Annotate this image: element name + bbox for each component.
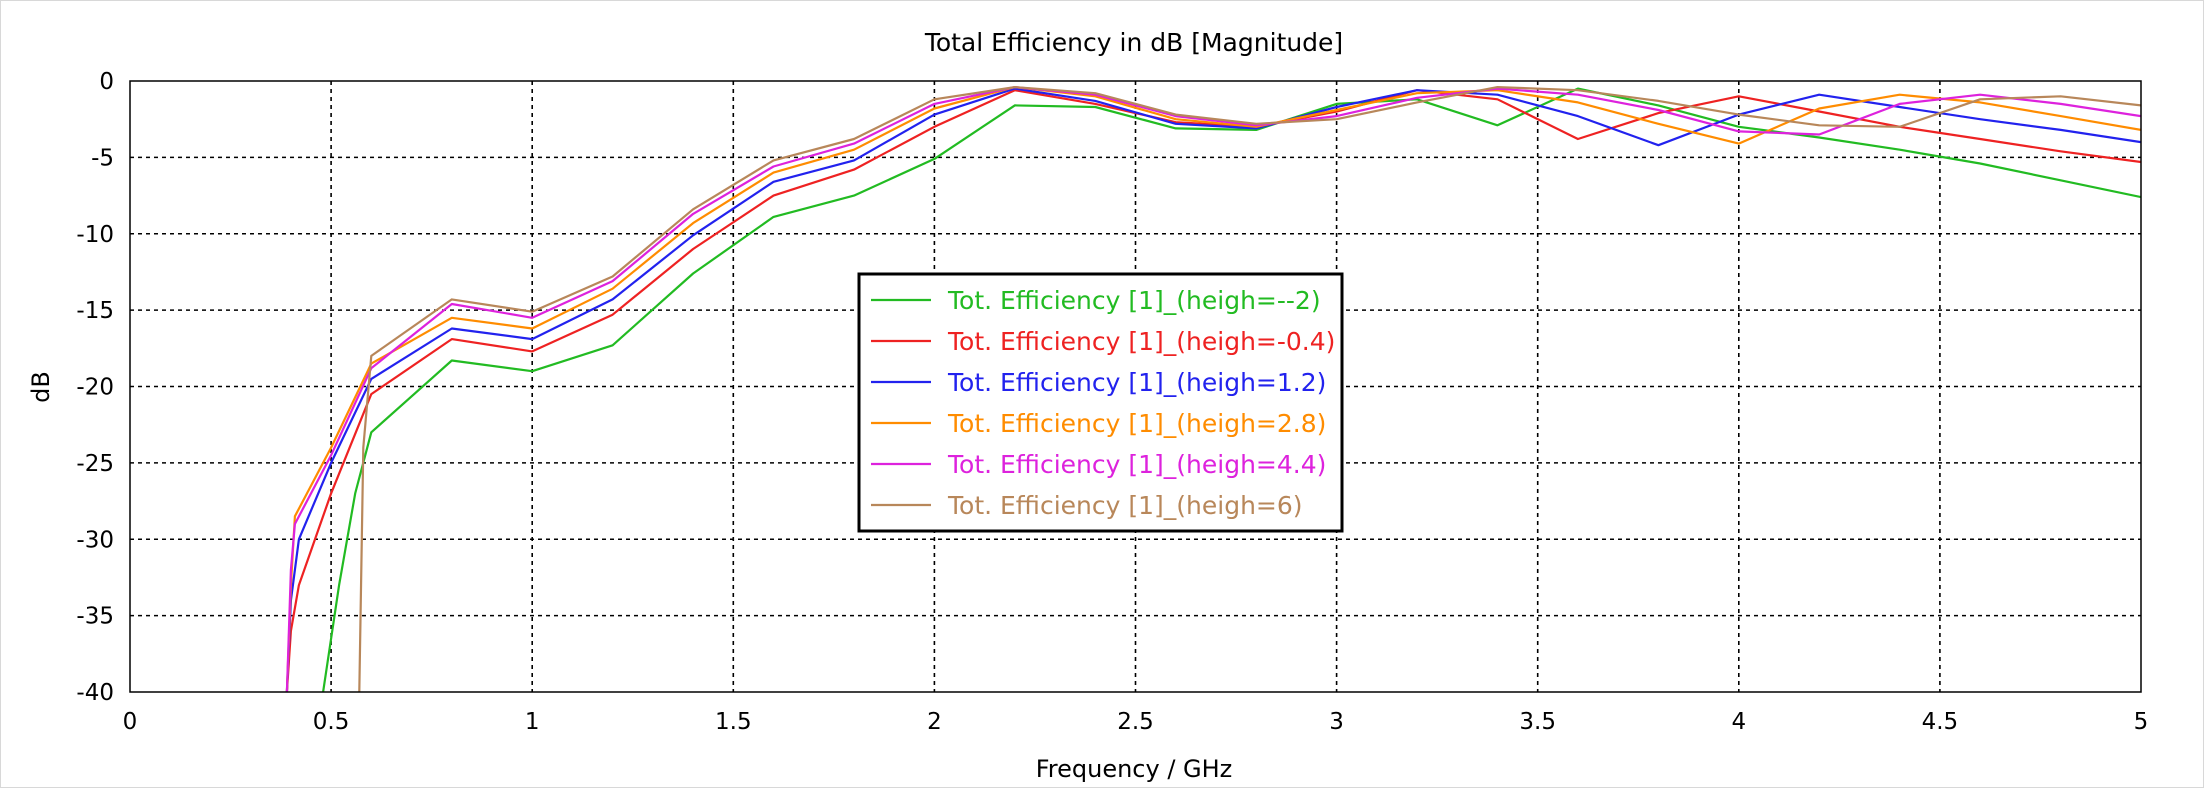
x-tick-label: 4 [1731,709,1746,735]
y-tick-label: -25 [76,451,114,477]
legend-entry-1: Tot. Efficiency [1]_(heigh=--2) [947,286,1321,315]
series-line-2 [285,89,2141,692]
y-tick-label: -5 [91,145,114,171]
x-tick-label: 3 [1329,709,1344,735]
x-tick-label: 3.5 [1519,709,1556,735]
y-tick-label: -15 [76,298,114,324]
y-tick-label: -10 [76,222,114,248]
y-tick-label: 0 [99,69,114,95]
series-line-5 [285,85,2141,692]
legend-entry-6: Tot. Efficiency [1]_(heigh=6) [947,491,1303,520]
y-tick-label: -35 [76,604,114,630]
legend-entry-5: Tot. Efficiency [1]_(heigh=4.4) [947,450,1326,479]
x-tick-label: 0 [123,709,138,735]
y-tick-labels: 0 -5 -10 -15 -20 -25 -30 -35 -40 [76,69,114,706]
x-tick-labels: 0 0.5 1 1.5 2 2.5 3 3.5 4 4.5 5 [123,709,2149,735]
x-tick-label: 4.5 [1922,709,1959,735]
legend-entry-3: Tot. Efficiency [1]_(heigh=1.2) [947,368,1326,397]
series-line-6 [358,85,2141,692]
y-tick-label: -30 [76,527,114,553]
series-lines [285,85,2141,692]
legend: Tot. Efficiency [1]_(heigh=--2) Tot. Effi… [857,272,1344,533]
series-line-3 [285,87,2141,692]
x-tick-label: 5 [2134,709,2149,735]
chart-title: Total Efficiency in dB [Magnitude] [924,28,1343,57]
x-tick-label: 0.5 [313,709,350,735]
x-tick-label: 1 [525,709,540,735]
series-line-4 [285,85,2141,692]
legend-entry-4: Tot. Efficiency [1]_(heigh=2.8) [947,409,1326,438]
series-line-1 [322,87,2141,692]
legend-box [857,272,1344,533]
y-tick-label: -20 [76,375,114,401]
x-tick-label: 1.5 [715,709,752,735]
x-axis-label: Frequency / GHz [1036,755,1233,783]
y-tick-label: -40 [76,680,114,706]
x-tick-label: 2 [927,709,942,735]
legend-entry-2: Tot. Efficiency [1]_(heigh=-0.4) [947,327,1335,356]
y-axis-label: dB [27,371,55,403]
x-tick-label: 2.5 [1117,709,1154,735]
plot-border [129,80,2142,693]
